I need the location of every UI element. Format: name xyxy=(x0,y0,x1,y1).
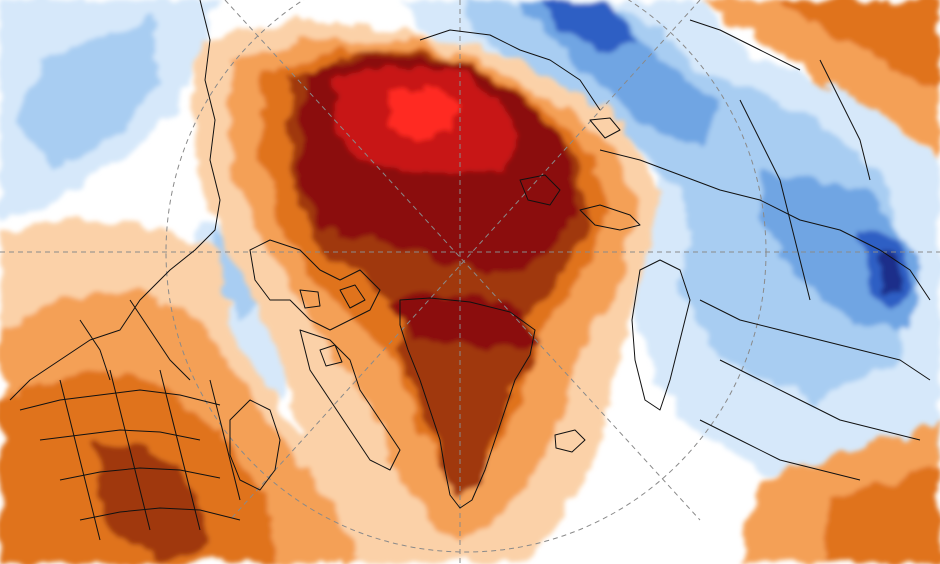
border-north-america xyxy=(59,379,101,541)
cold-spot-north xyxy=(540,0,640,50)
border-eurasia xyxy=(739,99,811,301)
border-north-america xyxy=(39,429,201,441)
coastline-scandinavia xyxy=(631,259,691,411)
border-north-america xyxy=(129,299,191,381)
border-north-america xyxy=(79,319,111,381)
coastline-island xyxy=(319,344,343,367)
warm-region-europe-core xyxy=(780,0,940,90)
coastline-svalbard xyxy=(519,174,561,206)
border-north-america xyxy=(209,379,241,501)
border-north-america xyxy=(19,389,221,411)
coastline-siberia xyxy=(599,149,931,301)
coastline-chukotka xyxy=(419,29,601,111)
border-north-america xyxy=(109,369,151,531)
border-eurasia xyxy=(689,19,801,71)
parallel-circle xyxy=(165,0,767,553)
border-north-america xyxy=(59,467,221,481)
coastline-franz-josef xyxy=(589,117,621,139)
very-cold-spot-siberia xyxy=(878,250,900,292)
coastline-novaya-zemlya xyxy=(579,204,641,231)
cool-anomaly-layer xyxy=(0,0,940,500)
border-north-america xyxy=(159,369,201,531)
border-eurasia xyxy=(699,299,931,381)
coastline-island xyxy=(339,284,366,309)
hot-spot-arctic xyxy=(390,85,460,140)
coastline-alaska xyxy=(9,0,221,401)
coastline-greenland xyxy=(399,297,536,509)
extreme-warm-greenland-north xyxy=(390,295,540,350)
coastline-island xyxy=(299,289,321,309)
coastline-hudson-bay xyxy=(229,399,281,491)
coastline-canadian-archipelago xyxy=(249,239,381,331)
meridian-line xyxy=(224,0,701,521)
warm-region-greenland xyxy=(400,300,530,500)
coastline-iceland xyxy=(554,429,586,453)
cool-region-eurasia-core xyxy=(520,0,720,150)
border-north-america xyxy=(79,507,241,521)
coastline-baffin xyxy=(299,329,401,471)
warm-region-south-europe-core xyxy=(820,470,940,564)
cool-region-pacific-inner xyxy=(20,20,160,170)
border-eurasia xyxy=(719,359,921,441)
coastlines xyxy=(9,0,931,541)
border-eurasia xyxy=(819,59,871,181)
border-eurasia xyxy=(699,419,861,481)
